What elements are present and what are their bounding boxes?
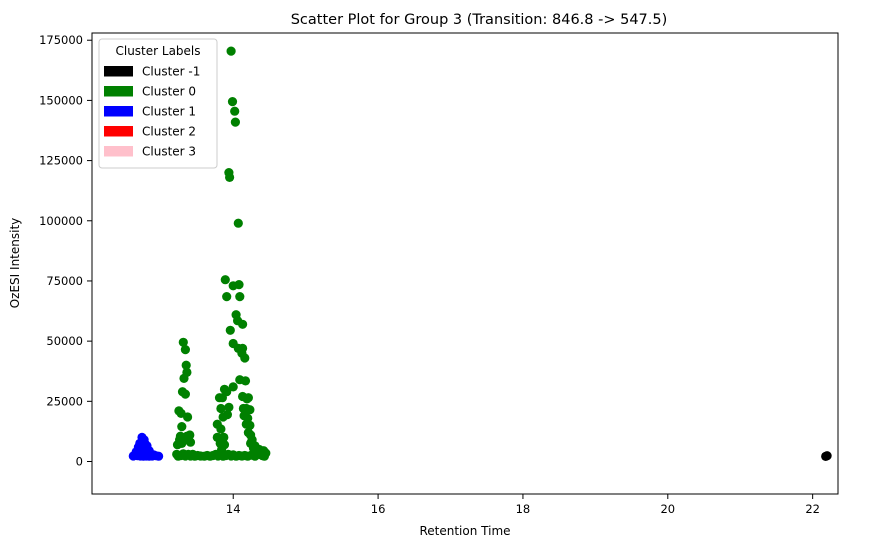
point-s1-32 (228, 382, 238, 392)
y-tick-label-175000: 175000 (39, 33, 83, 47)
y-tick-label-150000: 150000 (39, 93, 83, 107)
point-s1-1 (227, 97, 238, 107)
point-s1-51 (245, 420, 255, 430)
point-s1-3 (230, 117, 240, 127)
legend-label-3: Cluster 2 (142, 125, 196, 139)
legend-label-1: Cluster 0 (142, 85, 196, 99)
point-s1-69 (177, 438, 187, 448)
y-tick-label-100000: 100000 (39, 214, 83, 228)
legend-label-4: Cluster 3 (142, 145, 196, 159)
chart-title: Scatter Plot for Group 3 (Transition: 84… (291, 12, 668, 28)
legend-swatch-0 (104, 66, 133, 77)
point-s1-34 (217, 393, 227, 403)
x-tick-label-18: 18 (516, 502, 531, 516)
y-tick-label-75000: 75000 (46, 274, 83, 288)
x-tick-label-14: 14 (226, 502, 241, 516)
point-s1-2 (230, 106, 240, 116)
point-s1-5 (225, 172, 235, 182)
y-tick-label-0: 0 (76, 455, 83, 469)
point-s1-11 (235, 292, 245, 302)
legend-swatch-1 (104, 86, 133, 97)
point-s1-7 (220, 275, 230, 285)
x-tick-label-20: 20 (660, 502, 675, 516)
point-s1-15 (225, 325, 235, 335)
plot-frame (91, 32, 839, 495)
point-s1-110 (261, 448, 271, 458)
point-s1-17 (180, 345, 190, 355)
legend: Cluster Labels Cluster -1 Cluster 0 Cluste… (98, 38, 218, 169)
point-s1-14 (238, 319, 248, 329)
legend-swatch-2 (104, 106, 133, 117)
point-s1-10 (222, 292, 232, 302)
point-s1-27 (240, 376, 251, 386)
point-s2-26 (128, 451, 138, 461)
point-s0-1 (822, 451, 832, 461)
x-tick-label-22: 22 (805, 502, 820, 516)
point-s1-25 (179, 373, 189, 383)
point-s1-0 (226, 46, 236, 56)
y-axis-label: OzESI Intensity (8, 218, 22, 309)
x-axis-label: Retention Time (419, 524, 510, 538)
legend-swatch-3 (104, 126, 133, 137)
x-axis: 14 16 18 20 22 (226, 494, 820, 516)
legend-swatch-4 (104, 146, 133, 157)
y-tick-label-50000: 50000 (46, 334, 83, 348)
y-tick-label-25000: 25000 (46, 394, 83, 408)
point-s1-9 (234, 280, 244, 290)
point-s1-6 (233, 218, 243, 228)
point-s1-39 (224, 402, 234, 412)
point-s1-47 (222, 410, 232, 420)
point-s1-37 (242, 394, 252, 404)
point-s1-16 (178, 337, 188, 347)
point-s2-25 (154, 451, 164, 461)
point-s1-54 (216, 424, 226, 434)
y-axis: 0 25000 50000 75000 100000 125000 150000 175000 (39, 33, 92, 469)
point-s1-52 (177, 422, 187, 432)
plot-marks (128, 46, 832, 461)
point-s1-38 (216, 403, 226, 414)
point-s1-23 (181, 360, 191, 370)
point-s1-70 (185, 437, 196, 447)
legend-label-0: Cluster -1 (142, 65, 200, 79)
point-s1-29 (180, 389, 190, 399)
legend-title: Cluster Labels (115, 44, 200, 58)
y-tick-label-125000: 125000 (39, 154, 83, 168)
legend-label-2: Cluster 1 (142, 105, 196, 119)
point-s1-22 (240, 353, 250, 363)
point-s1-45 (183, 412, 193, 422)
point-s1-42 (245, 405, 255, 415)
x-tick-label-16: 16 (371, 502, 386, 516)
